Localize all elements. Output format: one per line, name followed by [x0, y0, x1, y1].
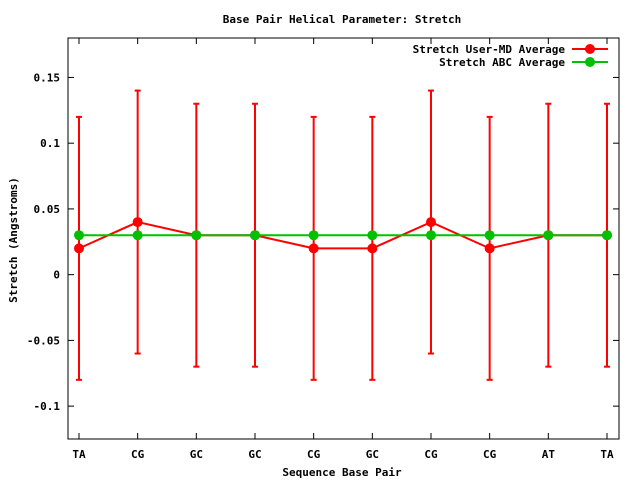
x-axis-label: Sequence Base Pair [282, 466, 402, 479]
y-tick-label: 0 [53, 269, 60, 282]
data-point-series-1 [484, 230, 495, 241]
data-point-series-1 [543, 230, 554, 241]
data-point-series-1 [367, 230, 378, 241]
data-point-series-0 [132, 217, 143, 228]
x-tick-label: CG [307, 448, 321, 461]
y-tick-label: 0.15 [34, 71, 61, 84]
x-tick-label: CG [131, 448, 145, 461]
data-point-series-1 [74, 230, 84, 241]
chart-title: Base Pair Helical Parameter: Stretch [223, 13, 461, 26]
data-point-series-1 [250, 230, 260, 241]
legend-label-abc: Stretch ABC Average [439, 56, 565, 69]
y-tick-label: -0.1 [34, 400, 61, 413]
data-point-series-0 [484, 243, 495, 254]
data-point-series-1 [426, 230, 436, 241]
y-tick-label: 0.1 [40, 137, 60, 150]
y-axis-label: Stretch (Angstroms) [7, 177, 20, 303]
legend-marker-user-md [585, 44, 595, 54]
x-tick-label: TA [72, 448, 86, 461]
data-point-series-1 [602, 230, 612, 241]
data-point-series-1 [308, 230, 319, 241]
x-tick-label: TA [600, 448, 614, 461]
data-point-series-0 [74, 243, 84, 254]
legend-marker-abc [585, 57, 595, 67]
x-tick-label: GC [190, 448, 203, 461]
y-tick-label: 0.05 [34, 203, 61, 216]
data-point-series-0 [426, 217, 436, 228]
data-point-series-0 [367, 243, 378, 254]
legend-label-user-md: Stretch User-MD Average [413, 43, 566, 56]
y-tick-label: -0.05 [27, 334, 60, 347]
plot-area: -0.1 -0.05 0 0.05 0.1 0.15 TA CG GC GC CG GC CG CG AT T… [27, 38, 619, 461]
data-point-series-1 [191, 230, 202, 241]
x-tick-label: GC [248, 448, 261, 461]
x-tick-label: CG [483, 448, 497, 461]
data-point-series-1 [132, 230, 143, 241]
x-tick-label: AT [542, 448, 556, 461]
series-line-0 [78, 220, 607, 250]
plot-frame [67, 37, 620, 440]
x-tick-label: GC [366, 448, 379, 461]
x-tick-label: CG [424, 448, 438, 461]
legend: Stretch User-MD Average Stretch ABC Aver… [413, 43, 608, 69]
data-point-series-0 [308, 243, 319, 254]
